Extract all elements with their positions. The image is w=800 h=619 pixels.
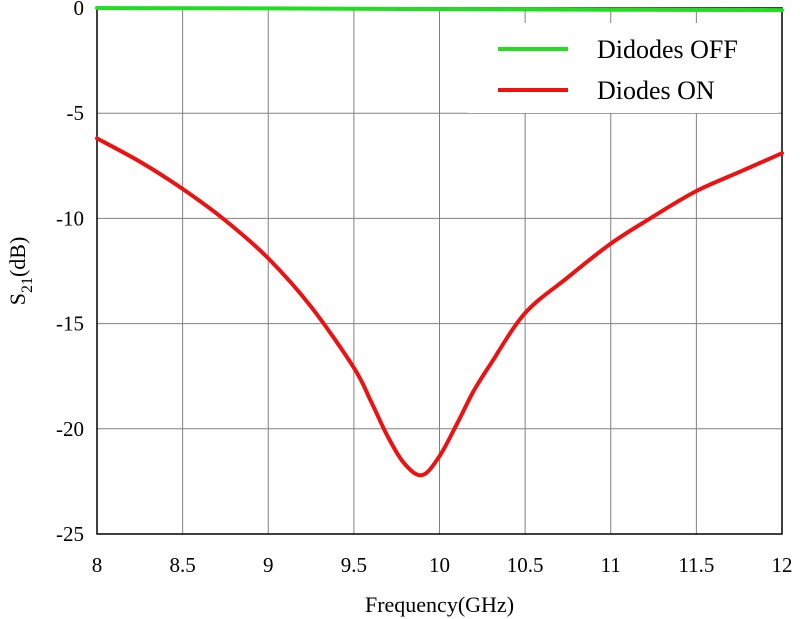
- y-tick-label: 0: [74, 0, 85, 20]
- legend-label-off: Didodes OFF: [597, 35, 738, 64]
- y-axis-title-unit: (dB): [5, 237, 30, 277]
- x-tick-label: 10: [429, 553, 450, 577]
- legend-label-on: Diodes ON: [597, 76, 715, 105]
- x-tick-label: 9.5: [341, 553, 367, 577]
- legend: Didodes OFF Diodes ON: [468, 23, 778, 113]
- y-tick-label: -25: [56, 522, 84, 546]
- x-tick-label: 9: [263, 553, 274, 577]
- y-axis-title-main: S: [5, 293, 30, 305]
- y-tick-label: -15: [56, 312, 84, 336]
- x-tick-label: 11: [601, 553, 621, 577]
- x-tick-label: 10.5: [507, 553, 544, 577]
- series-line-diodes-off: [95, 6, 784, 13]
- x-tick-label: 11.5: [678, 553, 714, 577]
- x-axis-title: Frequency(GHz): [365, 592, 514, 617]
- legend-box: [468, 23, 778, 113]
- y-tick-label: -5: [67, 101, 85, 125]
- y-axis-title-sub: 21: [19, 277, 36, 293]
- y-tick-label: -20: [56, 417, 84, 441]
- x-tick-label: 8.5: [170, 553, 196, 577]
- y-tick-label: -10: [56, 206, 84, 230]
- x-tick-label: 12: [772, 553, 793, 577]
- x-tick-label: 8: [92, 553, 103, 577]
- series-line-diodes-on: [95, 136, 784, 478]
- y-axis-title: S21(dB): [5, 237, 36, 306]
